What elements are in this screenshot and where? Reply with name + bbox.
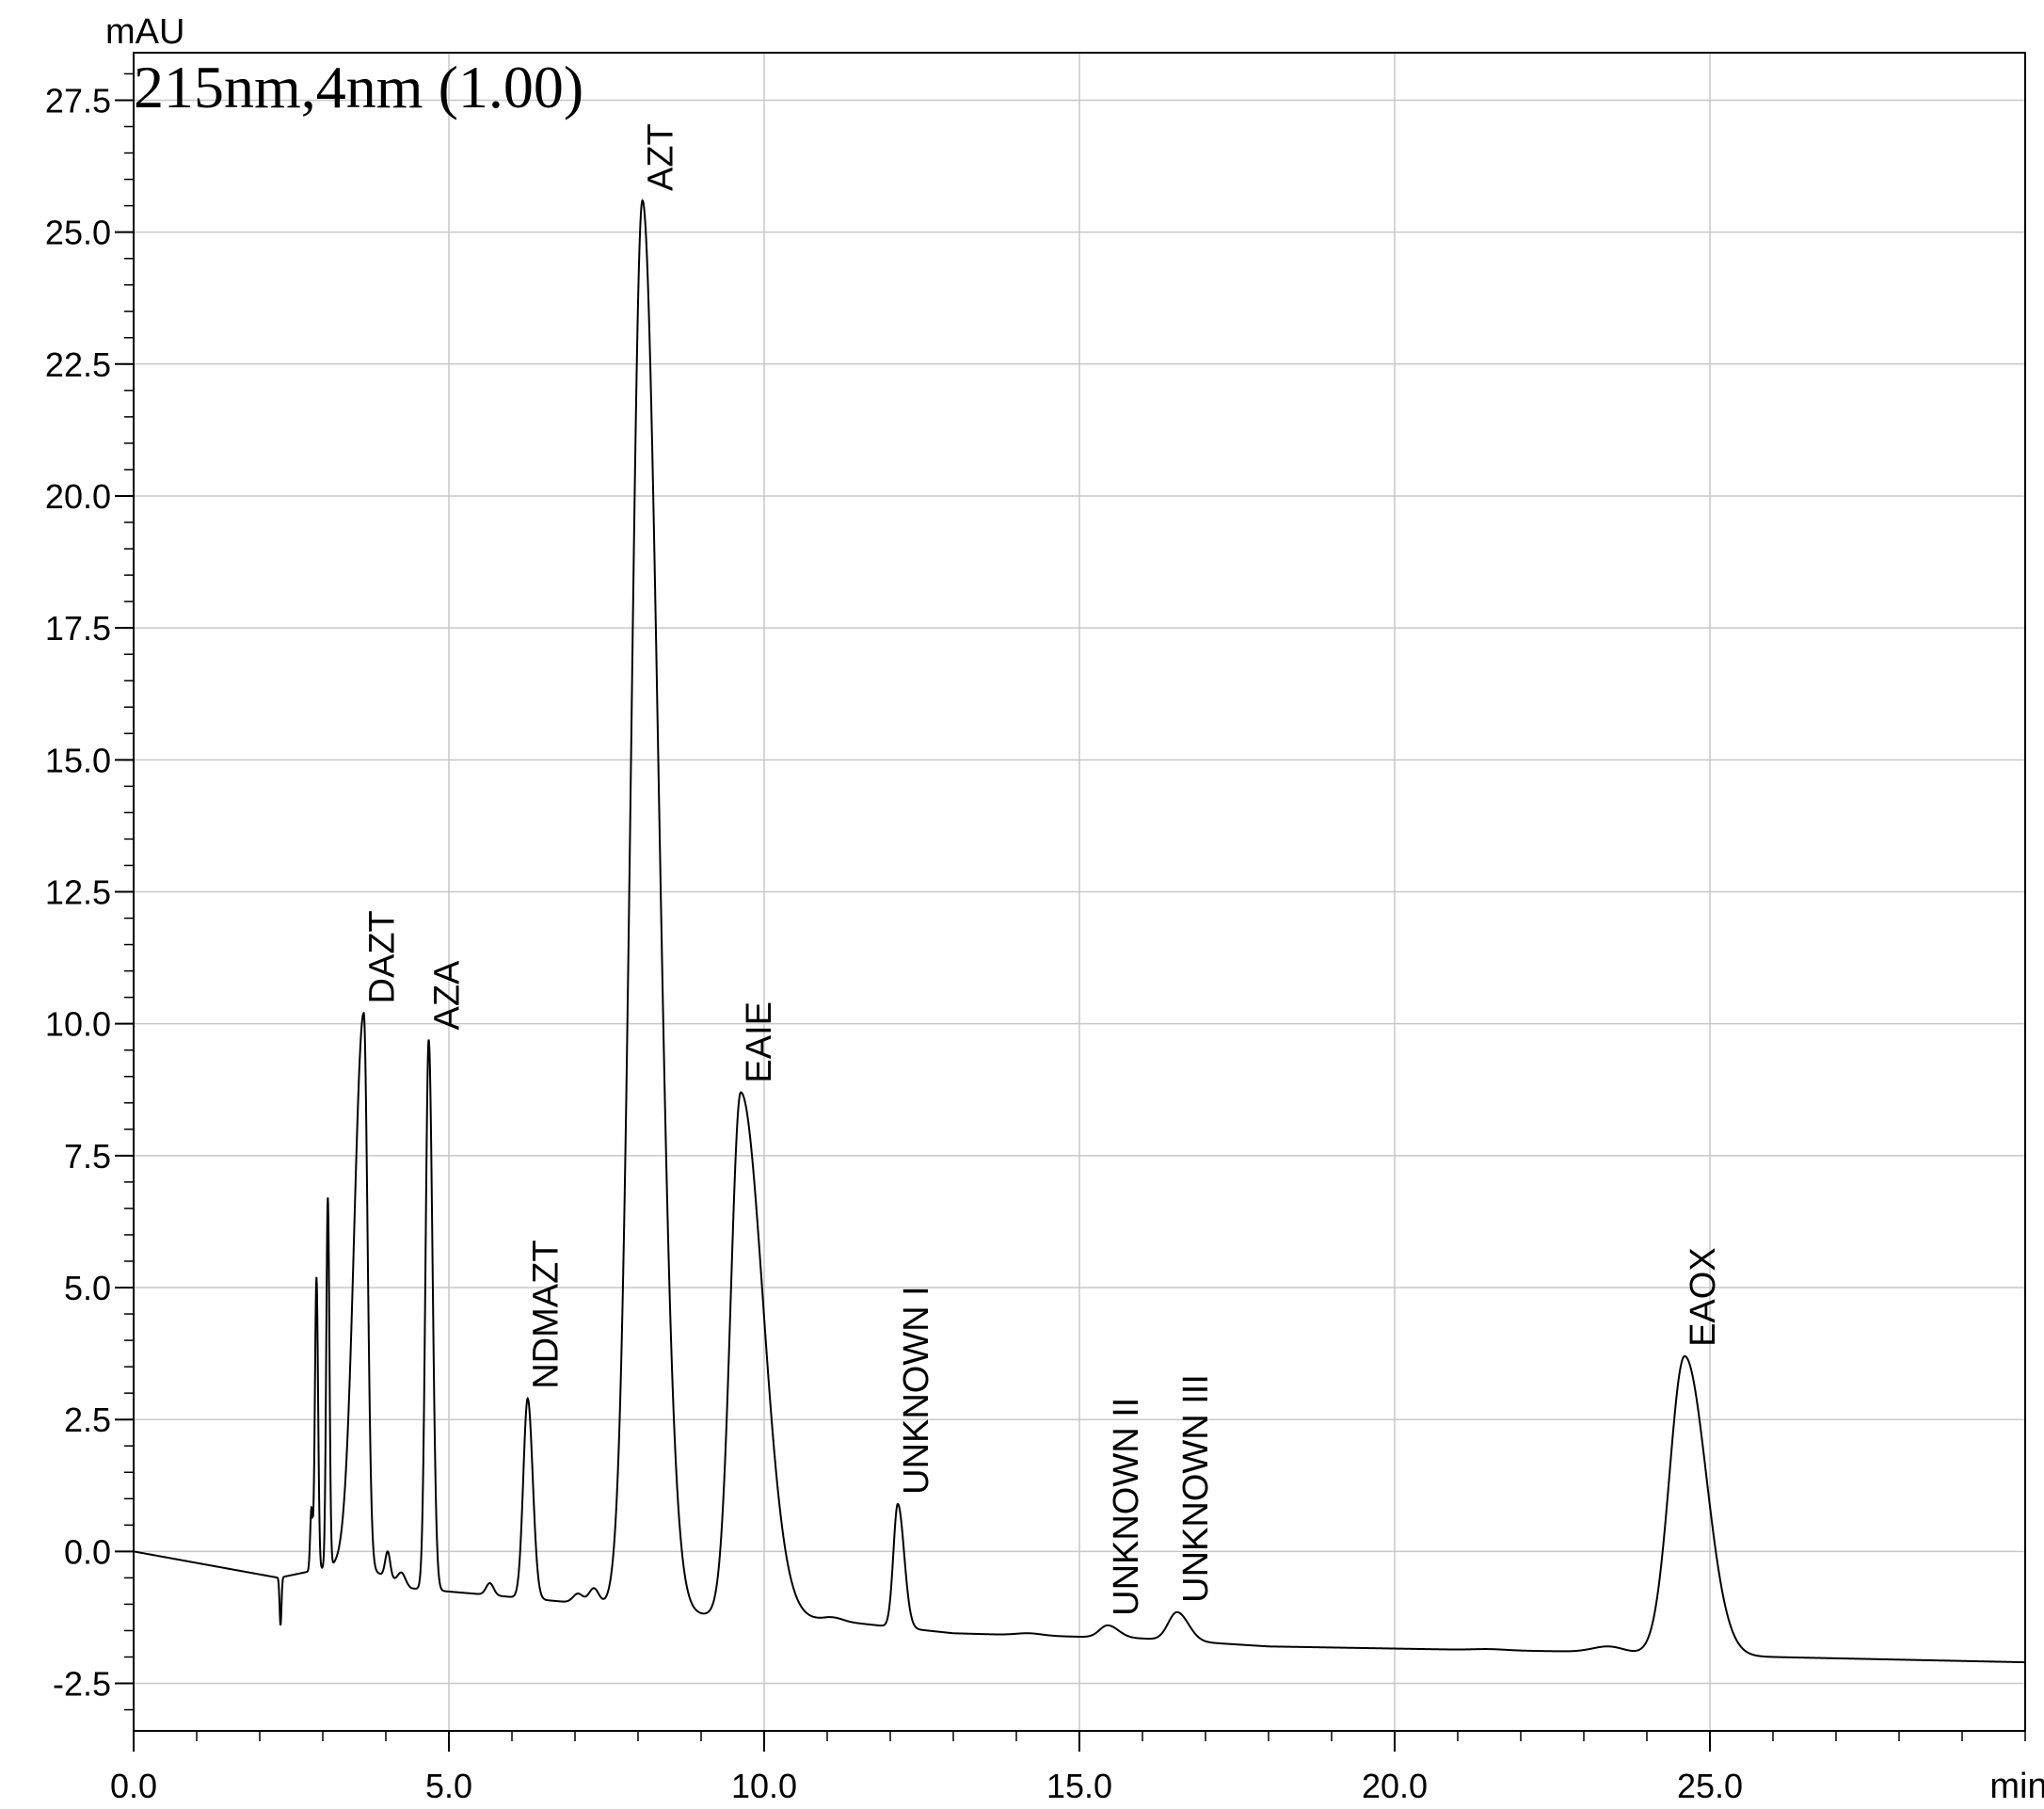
y-tick-label: 25.0 <box>45 214 111 252</box>
peak-label: UNKNOWN III <box>1176 1374 1216 1603</box>
y-tick-label: 0.0 <box>64 1532 111 1571</box>
y-tick-label: 15.0 <box>45 741 111 779</box>
chromatogram-trace <box>133 199 2026 1664</box>
peak-labels: DAZT AZA NDMAZT AZT EAIE UNKNOWN I UNKNOWN II U… <box>363 123 1724 1616</box>
y-tick-label: 22.5 <box>45 345 111 384</box>
peak-label: UNKNOWN I <box>897 1286 936 1495</box>
peak-label: EAOX <box>1684 1247 1723 1347</box>
x-tick-label: 10.0 <box>731 1767 797 1805</box>
y-tick-label: 12.5 <box>45 873 111 912</box>
y-tick-label: 5.0 <box>64 1269 111 1307</box>
y-tick-label: 20.0 <box>45 477 111 516</box>
chart-title: 215nm,4nm (1.00) <box>134 54 583 120</box>
peak-label: AZT <box>642 123 681 191</box>
plot-frame <box>133 52 2026 1732</box>
y-tick-label: 17.5 <box>45 609 111 648</box>
y-axis-unit-label: mAU <box>105 12 184 52</box>
x-tick-label: 25.0 <box>1677 1767 1743 1805</box>
y-tick-label: 10.0 <box>45 1005 111 1044</box>
y-tick-label: 2.5 <box>64 1401 111 1439</box>
major-ticks <box>115 99 1711 1752</box>
y-tick-labels: -2.5 0.0 2.5 5.0 7.5 10.0 12.5 15.0 17.5 20.0 22.5… <box>45 81 111 1703</box>
y-tick-label: 27.5 <box>45 81 111 120</box>
peak-label: AZA <box>428 960 468 1031</box>
x-tick-label: 15.0 <box>1046 1767 1112 1805</box>
peak-label: UNKNOWN II <box>1107 1398 1146 1616</box>
peak-label: DAZT <box>363 910 403 1003</box>
x-tick-labels: 0.0 5.0 10.0 15.0 20.0 25.0 <box>110 1767 1743 1805</box>
x-tick-label: 0.0 <box>110 1767 157 1805</box>
x-axis-unit-label: min <box>1989 1767 2044 1806</box>
y-tick-label: 7.5 <box>64 1137 111 1176</box>
grid-lines <box>134 53 2025 1731</box>
peak-label: EAIE <box>740 1001 779 1083</box>
peak-label: NDMAZT <box>527 1240 567 1388</box>
y-tick-label: -2.5 <box>53 1665 111 1704</box>
x-tick-label: 5.0 <box>425 1767 472 1805</box>
x-tick-label: 20.0 <box>1362 1767 1428 1805</box>
